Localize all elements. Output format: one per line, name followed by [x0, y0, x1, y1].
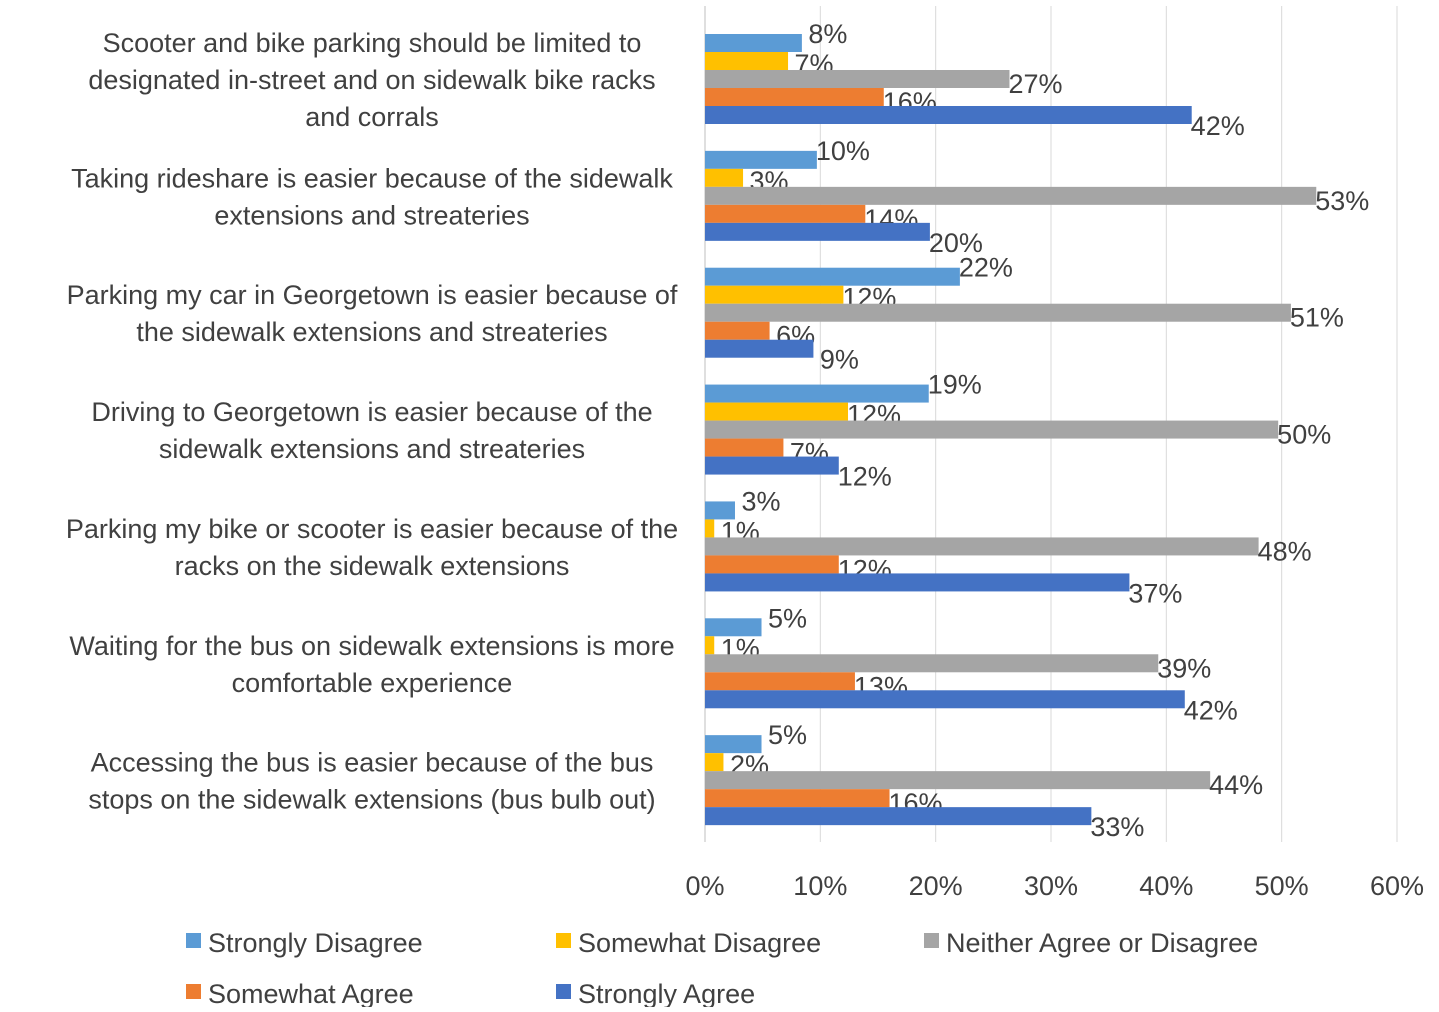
category-label-line: sidewalk extensions and streateries — [159, 434, 585, 464]
legend-swatch — [556, 933, 571, 948]
data-label: 33% — [1090, 812, 1144, 842]
bar-somewhat-agree — [705, 555, 839, 574]
bar-somewhat-agree — [705, 204, 866, 223]
data-label: 50% — [1277, 420, 1331, 450]
category-label-line: Accessing the bus is easier because of t… — [91, 748, 654, 778]
legend-swatch — [556, 984, 571, 999]
category-label-line: and corrals — [305, 102, 439, 132]
category-label-line: extensions and streateries — [214, 200, 529, 230]
bar-strongly-agree — [705, 339, 814, 358]
data-label: 48% — [1258, 536, 1312, 566]
bar-neither-agree-or-disagree — [705, 654, 1159, 673]
bar-strongly-agree — [705, 456, 839, 475]
bar-strongly-agree — [705, 106, 1192, 124]
legend-label: Neither Agree or Disagree — [946, 928, 1258, 958]
legend-label: Strongly Agree — [578, 979, 755, 1007]
bar-strongly-disagree — [705, 150, 817, 169]
data-label: 3% — [741, 486, 780, 516]
bar-neither-agree-or-disagree — [705, 537, 1259, 556]
data-label: 42% — [1184, 695, 1238, 725]
category-label: Parking my bike or scooter is easier bec… — [66, 514, 678, 581]
category-label-line: comfortable experience — [232, 668, 513, 698]
category-label: Taking rideshare is easier because of th… — [71, 163, 673, 230]
bar-somewhat-disagree — [705, 402, 849, 421]
data-label: 20% — [929, 228, 983, 258]
category-label-line: Scooter and bike parking should be limit… — [103, 28, 642, 58]
data-label: 37% — [1128, 578, 1182, 608]
data-label: 44% — [1209, 770, 1263, 800]
data-label: 5% — [768, 603, 807, 633]
data-label: 39% — [1157, 653, 1211, 683]
data-label: 19% — [928, 370, 982, 400]
bar-strongly-disagree — [705, 735, 762, 754]
legend-swatch — [924, 933, 939, 948]
bar-somewhat-disagree — [705, 753, 724, 772]
x-tick-label: 0% — [685, 871, 724, 901]
bar-somewhat-disagree — [705, 168, 744, 187]
bar-strongly-agree — [705, 807, 1092, 826]
category-label-line: Waiting for the bus on sidewalk extensio… — [69, 631, 674, 661]
category-label-line: Taking rideshare is easier because of th… — [71, 163, 673, 193]
data-label: 10% — [816, 136, 870, 166]
data-label: 53% — [1315, 186, 1369, 216]
x-tick-label: 10% — [793, 871, 847, 901]
bar-somewhat-agree — [705, 321, 770, 340]
bar-neither-agree-or-disagree — [705, 771, 1211, 790]
bar-strongly-disagree — [705, 618, 762, 637]
bar-somewhat-disagree — [705, 285, 844, 304]
bar-neither-agree-or-disagree — [705, 70, 1010, 88]
bar-neither-agree-or-disagree — [705, 186, 1317, 205]
bar-somewhat-agree — [705, 438, 784, 457]
data-label: 22% — [959, 253, 1013, 283]
bar-somewhat-agree — [705, 88, 884, 106]
bar-somewhat-disagree — [705, 52, 789, 70]
legend-label: Somewhat Agree — [208, 979, 414, 1007]
category-label: Accessing the bus is easier because of t… — [88, 748, 655, 815]
bar-strongly-disagree — [705, 267, 960, 286]
category-label: Parking my car in Georgetown is easier b… — [67, 280, 678, 347]
bar-strongly-agree — [705, 690, 1185, 709]
category-label: Scooter and bike parking should be limit… — [88, 28, 655, 132]
category-label-line: Driving to Georgetown is easier because … — [91, 397, 652, 427]
data-label: 9% — [820, 345, 859, 375]
category-label-line: stops on the sidewalk extensions (bus bu… — [88, 785, 655, 815]
category-label: Waiting for the bus on sidewalk extensio… — [69, 631, 674, 698]
bar-strongly-disagree — [705, 34, 802, 52]
data-label: 27% — [1008, 69, 1062, 99]
data-label: 51% — [1290, 303, 1344, 333]
x-tick-label: 30% — [1024, 871, 1078, 901]
x-tick-label: 60% — [1370, 871, 1424, 901]
category-label-line: Parking my car in Georgetown is easier b… — [67, 280, 678, 310]
data-label: 5% — [768, 720, 807, 750]
bar-strongly-agree — [705, 222, 930, 241]
x-tick-label: 20% — [909, 871, 963, 901]
bar-strongly-disagree — [705, 384, 929, 403]
category-label-line: Parking my bike or scooter is easier bec… — [66, 514, 678, 544]
legend-label: Somewhat Disagree — [578, 928, 821, 958]
legend-label: Strongly Disagree — [208, 928, 423, 958]
bar-somewhat-agree — [705, 789, 890, 808]
category-label: Driving to Georgetown is easier because … — [91, 397, 652, 464]
data-label: 12% — [838, 462, 892, 492]
category-label-line: the sidewalk extensions and streateries — [136, 317, 607, 347]
legend-swatch — [186, 984, 201, 999]
data-label: 8% — [808, 19, 847, 49]
category-label-line: designated in-street and on sidewalk bik… — [88, 65, 655, 95]
bar-neither-agree-or-disagree — [705, 420, 1279, 439]
x-tick-label: 40% — [1139, 871, 1193, 901]
bar-somewhat-disagree — [705, 636, 715, 655]
bar-strongly-disagree — [705, 501, 735, 520]
data-label: 42% — [1191, 111, 1245, 141]
bar-somewhat-agree — [705, 672, 855, 691]
bar-strongly-agree — [705, 573, 1130, 592]
bar-neither-agree-or-disagree — [705, 303, 1291, 322]
legend-swatch — [186, 933, 201, 948]
category-label-line: racks on the sidewalk extensions — [175, 551, 570, 581]
bar-somewhat-disagree — [705, 519, 715, 538]
x-tick-label: 50% — [1255, 871, 1309, 901]
